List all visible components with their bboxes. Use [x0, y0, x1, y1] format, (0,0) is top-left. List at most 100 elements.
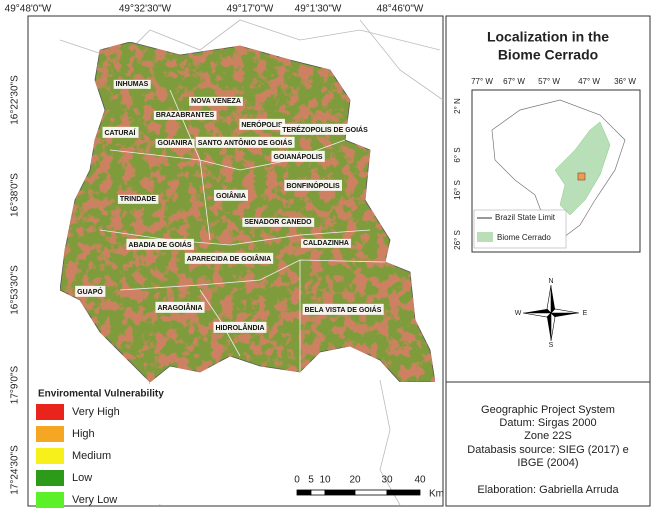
- scale-label: 10: [319, 475, 331, 486]
- inset-top-coord: 47° W: [578, 77, 600, 86]
- compass-label: W: [515, 310, 522, 317]
- label-halo: [155, 301, 205, 313]
- info-line: Geographic Project System: [481, 404, 615, 416]
- compass-label: E: [583, 310, 588, 317]
- label-halo: [184, 252, 274, 264]
- label-halo: [242, 217, 315, 227]
- top-coord: 49°17'0"W: [227, 4, 274, 15]
- scale-unit: Km: [429, 489, 444, 500]
- scale-segment: [310, 489, 326, 496]
- label-halo: [301, 238, 351, 248]
- legend-label: Very Low: [72, 494, 117, 506]
- municipality-label: BRAZABRANTES: [156, 112, 215, 119]
- scale-label: 20: [349, 475, 361, 486]
- municipality-label: ABADIA DE GOIÁS: [128, 240, 191, 249]
- scale-label: 30: [381, 475, 393, 486]
- inset-left-coord: 2° N: [453, 98, 462, 114]
- inset-left-coord: 26° S: [453, 230, 462, 250]
- municipality-label: INHUMAS: [116, 81, 149, 88]
- label-halo: [239, 118, 285, 130]
- municipality-label: CATURAÍ: [105, 128, 137, 137]
- legend-label: Very High: [72, 406, 120, 418]
- info-line: Datum: Sirgas 2000: [499, 417, 596, 429]
- municipality-label: SANTO ANTÔNIO DE GOIÁS: [198, 138, 293, 147]
- scale-segment: [354, 489, 388, 496]
- label-halo: [302, 303, 384, 315]
- label-halo: [214, 189, 248, 201]
- scale-label: 0: [294, 475, 300, 486]
- info-line: Databasis source: SIEG (2017) e: [467, 444, 628, 456]
- label-halo: [155, 138, 195, 148]
- left-coord: 16°38'0"S: [10, 173, 21, 217]
- legend-swatch: [36, 448, 64, 464]
- inset-top-coord: 36° W: [614, 77, 636, 86]
- municipality-label: TRINDADE: [120, 196, 156, 203]
- municipality-label: TERÉZOPOLIS DE GOIÁS: [282, 125, 368, 134]
- legend-swatch: [36, 470, 64, 486]
- municipality-label: BONFINÓPOLIS: [286, 181, 340, 190]
- municipality-label: ARAGOIÂNIA: [157, 303, 202, 312]
- label-halo: [113, 79, 151, 89]
- top-coord: 49°32'30"W: [119, 4, 172, 15]
- left-coord: 16°22'30"S: [10, 75, 21, 125]
- info-line: Elaboration: Gabriella Arruda: [477, 484, 619, 496]
- legend-title: Enviromental Vulnerability: [38, 389, 164, 400]
- scale-label: 40: [414, 475, 426, 486]
- legend-swatch: [36, 492, 64, 508]
- label-halo: [117, 194, 159, 204]
- biome-cerrado: [554, 121, 611, 216]
- scale-segment: [386, 489, 421, 496]
- municipality-label: GOIÂNIA: [216, 191, 246, 200]
- legend-swatch: [36, 404, 64, 420]
- compass-label: S: [549, 342, 554, 349]
- municipality-label: SENADOR CANEDO: [244, 219, 312, 226]
- inset-title: Localization in the: [487, 29, 609, 45]
- municipality-label: HIDROLÂNDIA: [216, 323, 265, 332]
- inset-left-coord: 6° S: [453, 147, 462, 162]
- inset-legend-label: Brazil State Limit: [495, 213, 556, 222]
- label-halo: [213, 321, 267, 333]
- label-halo: [271, 150, 325, 162]
- municipality-label: APARECIDA DE GOIÂNIA: [187, 254, 271, 263]
- legend-label: High: [72, 428, 95, 440]
- label-halo: [126, 238, 194, 250]
- compass-label: N: [548, 278, 553, 285]
- inset-title: Biome Cerrado: [498, 47, 598, 63]
- inset-top-coord: 67° W: [503, 77, 525, 86]
- info-line: Zone 22S: [524, 430, 572, 442]
- label-halo: [102, 126, 139, 138]
- municipality-label: GUAPÓ: [77, 287, 103, 296]
- label-halo: [195, 136, 295, 148]
- label-halo: [284, 179, 342, 191]
- municipality-label: GOIANÁPOLIS: [273, 152, 322, 161]
- label-halo: [153, 110, 217, 120]
- left-coord: 17°24'30"S: [10, 445, 21, 495]
- label-halo: [189, 96, 243, 106]
- left-coord: 17°9'0"S: [10, 365, 21, 404]
- info-panel: [445, 381, 651, 507]
- top-coord: 49°1'30"W: [295, 4, 342, 15]
- municipal-limits: [99, 89, 386, 372]
- label-halo: [280, 123, 371, 135]
- legend-swatch: [36, 426, 64, 442]
- municipality-label: NOVA VENEZA: [191, 98, 241, 105]
- left-coord: 16°53'30"S: [10, 265, 21, 315]
- inset-top-coord: 77° W: [471, 77, 493, 86]
- municipality-label: BELA VISTA DE GOIÁS: [305, 305, 382, 314]
- municipality-label: NERÓPOLIS: [241, 120, 283, 129]
- inset-left-coord: 16° S: [453, 180, 462, 200]
- inset-top-coord: 57° W: [538, 77, 560, 86]
- scale-label: 5: [308, 475, 314, 486]
- scale-segment: [296, 489, 312, 496]
- municipality-label: CALDAZINHA: [303, 240, 349, 247]
- info-line: IBGE (2004): [517, 457, 578, 469]
- study-location: [577, 172, 586, 181]
- cerrado-swatch: [477, 232, 493, 242]
- municipality-label: GOIANIRA: [158, 140, 193, 147]
- legend-label: Low: [72, 472, 92, 484]
- label-halo: [75, 285, 106, 297]
- boundaries: [59, 19, 444, 506]
- legend-label: Medium: [72, 450, 111, 462]
- top-coord: 48°46'0"W: [377, 4, 424, 15]
